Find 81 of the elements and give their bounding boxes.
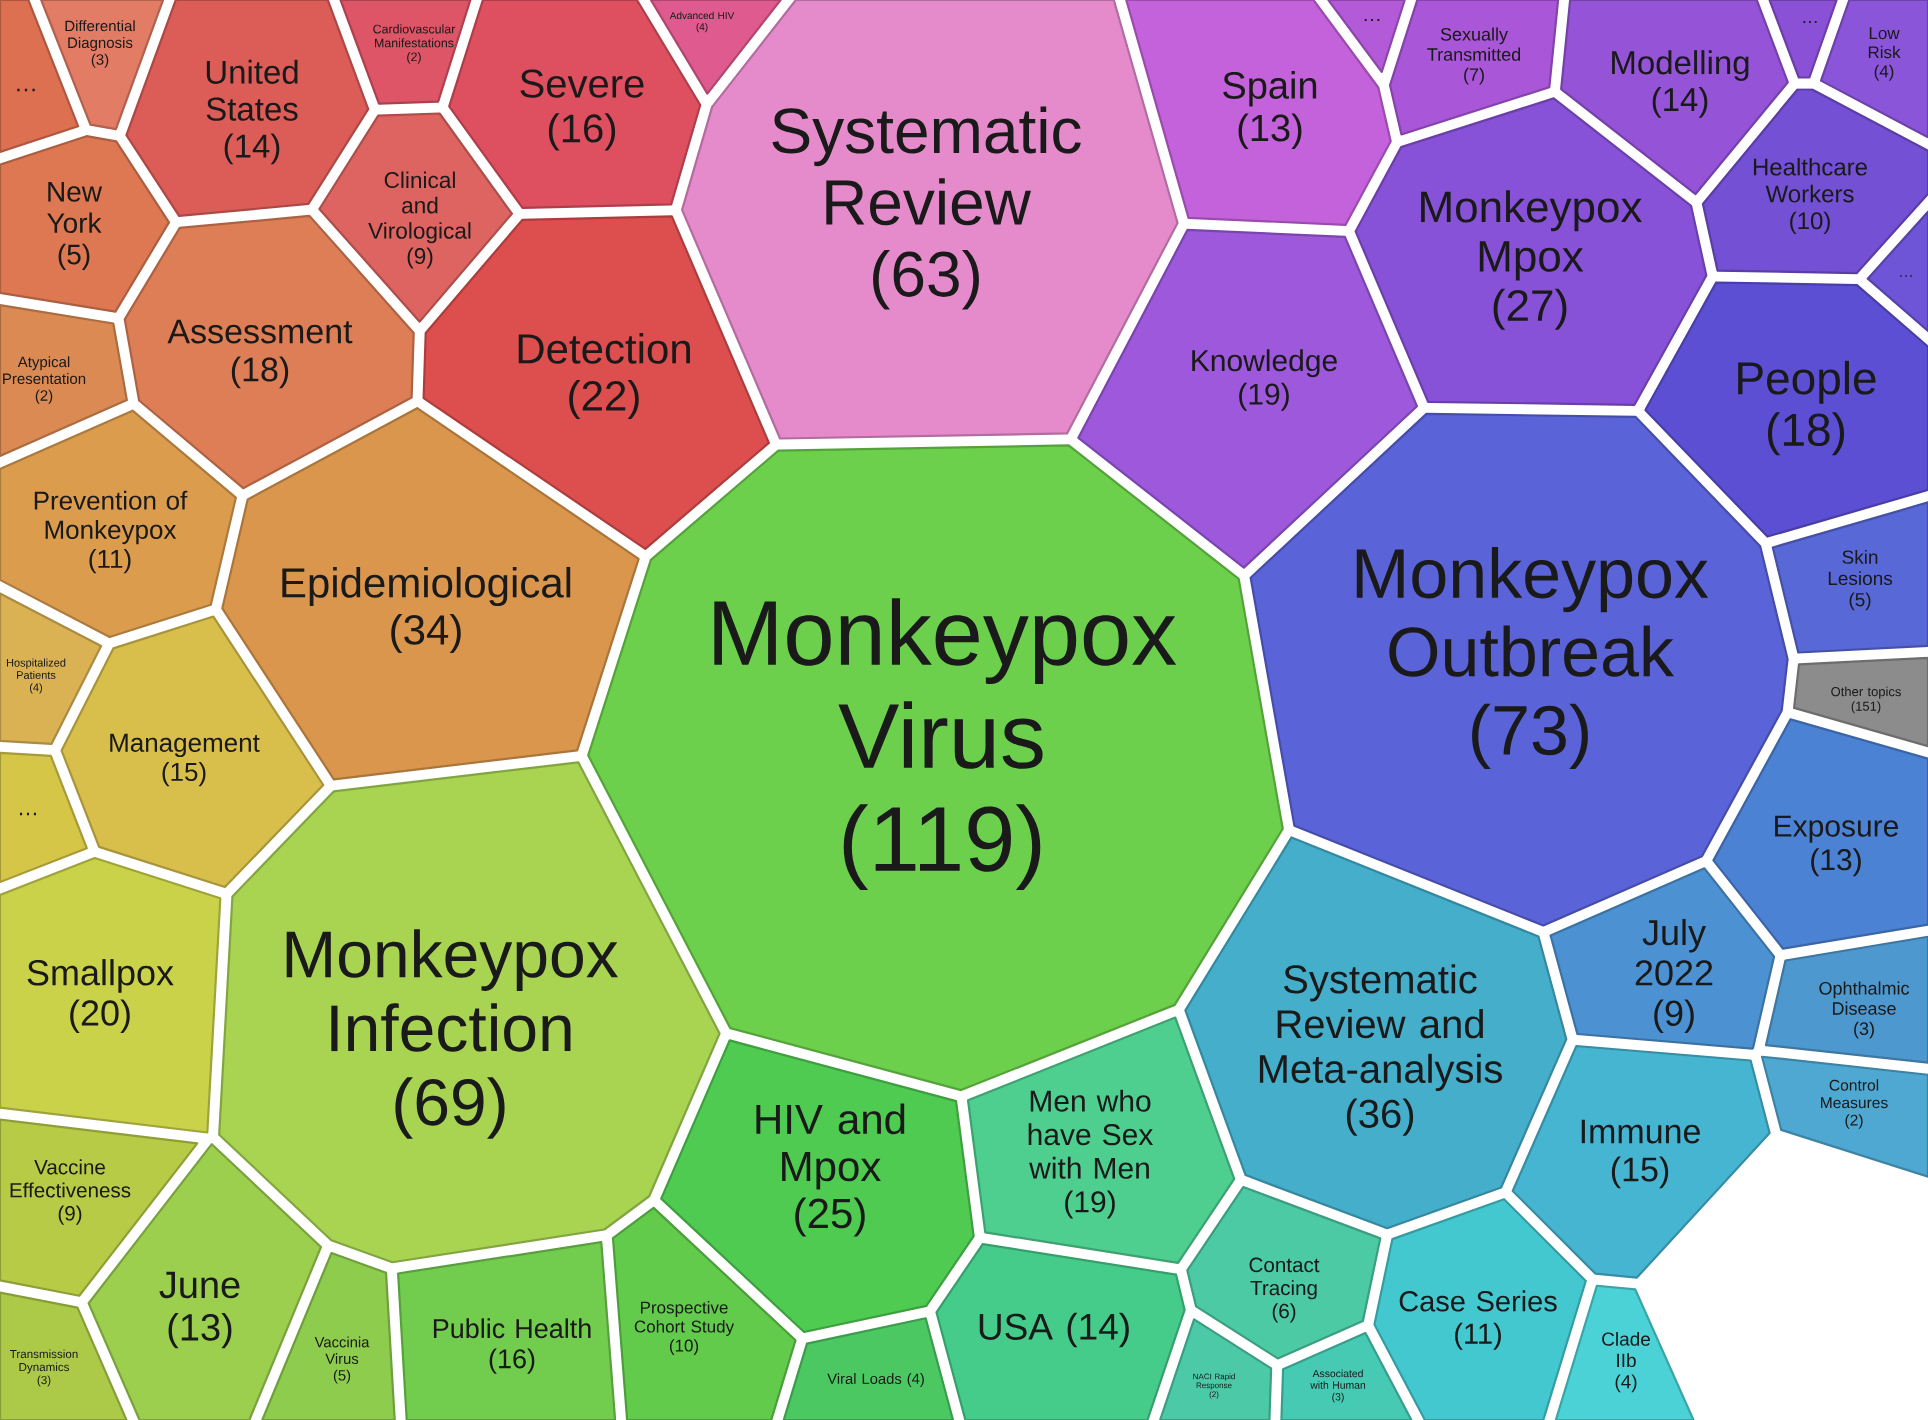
category-label: … [1364,18,1380,22]
category-label: Exposure [1775,815,1899,843]
data-label: (10) [669,1339,699,1355]
data-label: (14) [224,133,280,165]
category-label: Case Series [1399,1290,1557,1312]
category-label: Prospective Cohort Study [634,1301,735,1336]
category-label: Contact Tracing [1249,1257,1320,1300]
data-label: (10) [1790,211,1830,235]
category-label: June [159,1271,240,1299]
data-label: (7) [1464,67,1484,85]
category-label: Immune [1581,1119,1700,1144]
category-label: Ophthalmic Disease [1819,981,1910,1015]
data-label: (69) [395,1077,505,1139]
category-label: Modelling [1612,50,1749,81]
data-label: (119) [843,804,1041,890]
data-label: (13) [1238,113,1302,149]
category-label: Monkeypox Outbreak [1356,547,1709,677]
category-label: Knowledge [1192,349,1337,378]
data-label: (11) [89,549,131,574]
category-label: Assessment [167,319,353,344]
category-label: Spain [1223,71,1317,107]
data-label: (20) [70,999,130,1033]
data-label: (16) [548,113,616,151]
data-label: (22) [569,379,639,420]
category-label: July 2022 [1635,918,1713,986]
data-label: (15) [162,761,206,787]
data-label: (18) [231,356,289,389]
data-label: (6) [1272,1303,1296,1323]
category-label: Clade IIb [1602,1331,1650,1368]
category-label: Low Risk [1868,27,1901,59]
data-label: (11) [1455,1322,1501,1350]
data-label: (15) [1611,1156,1669,1189]
category-label: Monkeypox Mpox [1421,190,1642,281]
category-label: People [1738,360,1876,404]
data-label: (4) [1874,64,1894,81]
category-label: Sexually Transmitted [1427,27,1521,61]
category-label: Prevention of Monkeypox [34,490,188,545]
data-label: (19) [1239,382,1289,411]
category-label: … [1803,21,1817,23]
data-label: (18) [1767,412,1845,456]
data-label: (9) [58,1205,82,1225]
data-label: (5) [1849,592,1871,611]
data-label: (4) [1615,1374,1637,1393]
data-label: (36) [1346,1098,1414,1136]
data-label: (9) [407,247,433,269]
data-label: (19) [1065,1190,1115,1219]
category-label: Systematic Review [772,106,1081,226]
category-label: Public Health [433,1318,591,1339]
data-label: (25) [795,1197,865,1237]
category-label: Detection [518,332,690,364]
data-label: (14) [1652,87,1708,118]
data-label: (63) [873,249,979,310]
category-label: New York [47,182,103,234]
category-label: United States [206,59,298,121]
category-label: Severe [520,69,644,98]
data-label: (27) [1493,288,1567,330]
data-label: (5) [58,243,90,270]
category-label: Men who have Sex with Men [1028,1089,1154,1179]
category-label: … [19,812,37,816]
category-label: Epidemiological [282,566,571,607]
category-label: … [1900,275,1912,277]
data-label: (13) [1811,848,1861,877]
category-label: HIV and Mpox [756,1103,905,1190]
data-label: (73) [1472,703,1588,770]
category-label: Management [110,733,260,758]
category-label: Monkeypox Virus [714,598,1177,769]
data-label: (9) [1654,999,1694,1034]
category-label: Healthcare Workers [1753,157,1867,203]
category-label: Skin Lesions [1828,549,1893,586]
category-label: … [17,88,35,92]
data-label: (34) [391,613,461,654]
category-label: Vaccine Effectiveness [10,1159,131,1198]
category-label: USA [979,1313,1053,1340]
data-label: (16) [489,1348,535,1374]
data-label: (14) [1067,1312,1129,1348]
category-label: Systematic Review and Meta-analysis [1259,964,1502,1092]
data-label: (3) [1854,1021,1874,1039]
category-label: Monkeypox Infection [286,929,618,1052]
category-label: Clinical and Virological [368,171,471,244]
data-label: (13) [168,1312,232,1349]
category-label: Smallpox [27,959,174,993]
